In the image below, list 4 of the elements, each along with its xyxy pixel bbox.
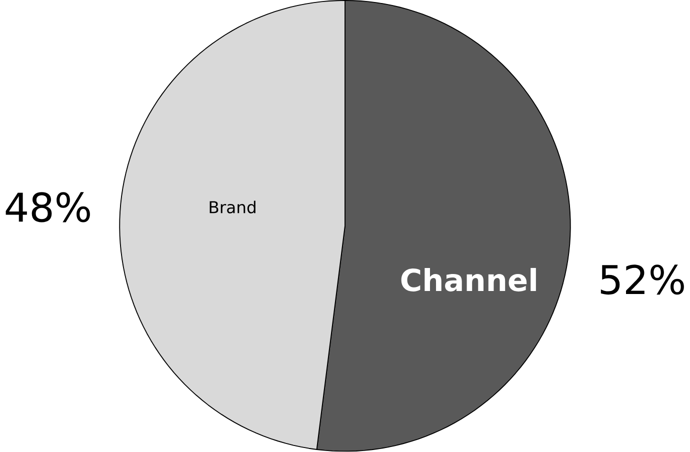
data-label: 48% (6, 192, 90, 222)
data-label: 52% (600, 264, 684, 295)
slice-label: Channel (401, 268, 536, 292)
slice-label: Brand (210, 200, 256, 214)
